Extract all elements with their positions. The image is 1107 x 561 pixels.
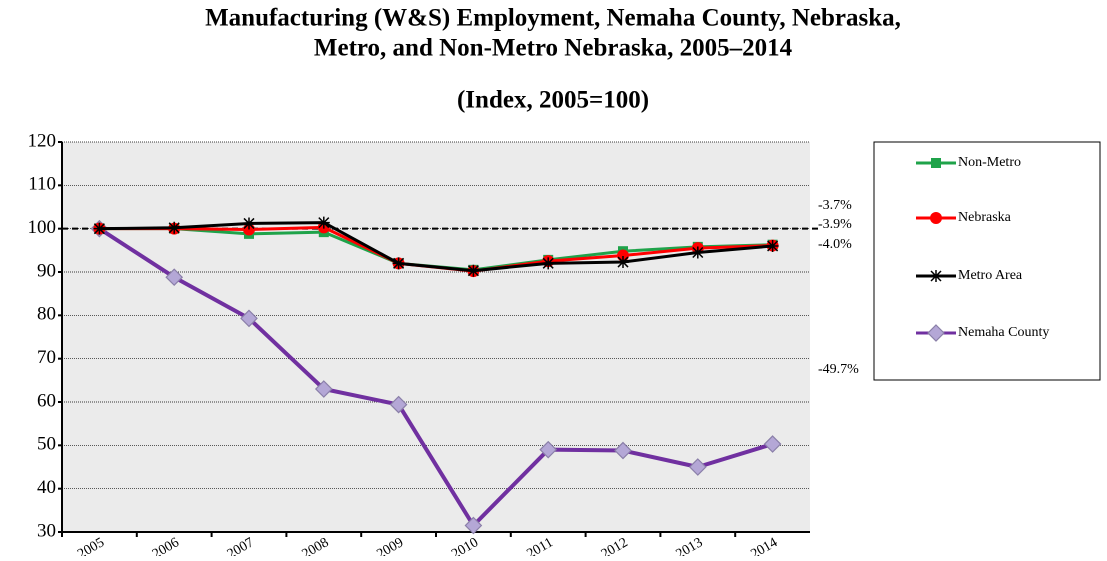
y-tick-label: 60 [37,390,56,411]
y-tick-label: 120 [28,130,57,151]
marker [93,222,106,235]
series-line [99,221,773,273]
y-tick-label: 80 [37,304,56,325]
marker [467,264,480,277]
annotation: -3.7% [818,198,852,213]
chart-title: Manufacturing (W&S) Employment, Nemaha C… [205,5,901,32]
x-tick-label: 2009 [374,535,406,556]
annotation: -49.7% [818,362,859,377]
legend-label: Non-Metro [958,155,1021,170]
marker [763,435,782,453]
x-tick-label: 2014 [748,535,780,556]
legend-box [873,141,1101,381]
marker [691,246,704,259]
marker [314,380,333,398]
y-tick-label: 70 [37,347,56,368]
chart-title: Metro, and Non-Metro Nebraska, 2005–2014 [314,35,793,62]
x-tick-label: 2012 [599,535,631,556]
marker [392,257,405,270]
x-tick-label: 2005 [75,535,107,556]
y-tick-label: 100 [28,217,57,238]
marker [389,395,408,414]
marker [243,217,255,230]
legend-label: Nebraska [958,210,1012,225]
marker [766,240,779,252]
series-line [98,226,774,528]
marker [930,212,942,224]
marker [931,158,941,168]
y-tick-label: 40 [37,477,56,498]
x-tick-label: 2011 [525,535,556,556]
marker [930,270,942,282]
x-tick-label: 2006 [150,535,182,556]
marker [317,216,330,229]
marker [614,441,632,460]
x-tick-label: 2007 [225,535,257,556]
marker [617,256,629,269]
marker [539,440,558,459]
chart-subtitle: (Index, 2005=100) [457,87,649,114]
marker [240,309,258,328]
legend-label: Metro Area [958,268,1023,283]
annotation: -4.0% [818,237,852,252]
marker [688,458,707,476]
y-tick-label: 30 [37,520,56,541]
x-tick-label: 2008 [300,535,332,556]
marker [927,324,945,342]
x-tick-label: 2013 [674,535,706,556]
annotation: -3.9% [818,217,852,232]
y-tick-label: 110 [28,174,56,195]
marker [165,268,184,287]
legend-label: Nemaha County [958,325,1049,340]
marker [542,257,555,270]
y-tick-label: 90 [37,260,56,281]
marker [168,221,181,234]
marker [464,516,483,535]
y-tick-label: 50 [37,434,56,455]
x-tick-label: 2010 [449,535,481,556]
